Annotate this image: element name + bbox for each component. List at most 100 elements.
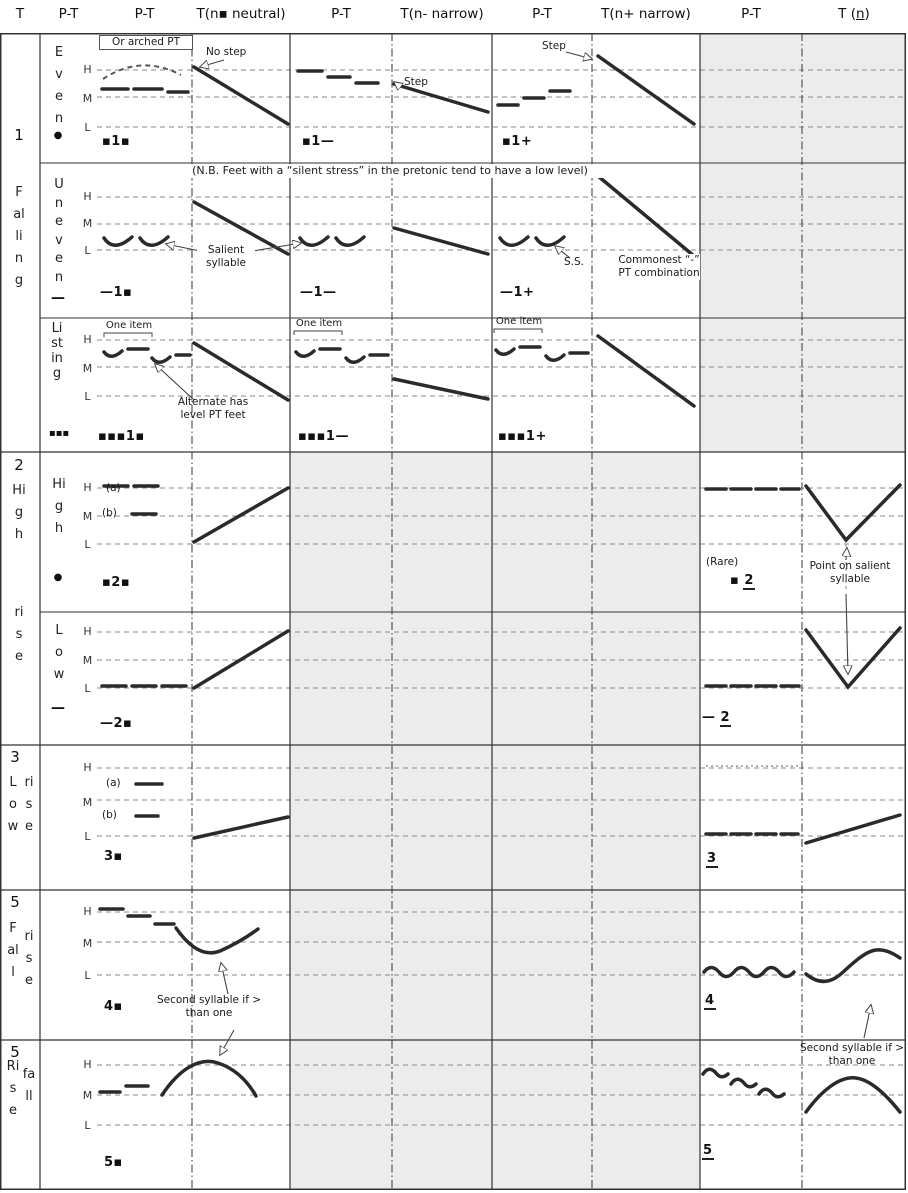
row5-number: 5 (10, 1043, 20, 1061)
axis-l: L (84, 969, 91, 982)
highrise-low-tonic-final (804, 626, 902, 690)
point-arrow-down (846, 593, 848, 674)
listing-tonic-narrow-minus (392, 377, 490, 401)
notation-lowrise-final: 3 (706, 851, 718, 868)
notation-uneven-plus: —1+ (500, 285, 535, 300)
highrise-high-tonic (192, 486, 290, 544)
subrow-listing-label: Listing (51, 321, 63, 381)
row2-name-b: rise (14, 605, 24, 664)
subrow-even-label: Even (54, 45, 64, 126)
even-pretonic-neutral (100, 87, 190, 94)
step-up-arrow (565, 51, 592, 59)
second-syllable-arrow-up-right (863, 1005, 871, 1039)
axis-l: L (84, 538, 91, 551)
notation-low-final: —2 (702, 710, 732, 727)
notation-risefall-final: 5 (702, 1143, 714, 1160)
header-pt-5: P-T (741, 6, 761, 22)
annotation-nb-note: (N.B. Feet with a “silent stress” in the… (100, 164, 680, 178)
annotation-b-lowrise: (b) (102, 809, 117, 821)
annotation-step-down: Step (404, 76, 428, 88)
axis-risefall: H M L (80, 1058, 95, 1132)
axis-even: H M L (80, 63, 95, 134)
row2-number: 2 (14, 456, 24, 474)
highrise-high-tonic-final (804, 483, 902, 543)
header-t-neutral: T(n▪ neutral) (196, 6, 286, 22)
annotation-a-highrise: (a) (106, 482, 121, 494)
subrow-high-symbol: ● (53, 572, 63, 583)
annotation-one-item-1: One item (105, 320, 153, 331)
axis-l: L (84, 390, 91, 403)
header-t-n-post: ) (864, 6, 870, 22)
axis-h: H (83, 63, 92, 76)
axis-h: H (83, 1058, 92, 1071)
axis-h: H (83, 481, 92, 494)
notation-number: 2 (743, 573, 755, 590)
axis-m: M (82, 795, 93, 809)
axis-fallrise: H M L (80, 905, 95, 982)
axis-m: M (82, 1088, 93, 1102)
arched-pt-curve (102, 64, 182, 80)
ss-arrow (555, 246, 571, 259)
row2-name-a: High (12, 483, 26, 542)
second-syllable-arrow-down-left (220, 1029, 235, 1055)
axis-l: L (84, 682, 91, 695)
annotation-a-lowrise: (a) (106, 777, 121, 789)
risefall-tonic-final (804, 1076, 902, 1114)
annotation-b-highrise: (b) (102, 507, 117, 519)
header-pt-2: P-T (134, 6, 155, 22)
one-item-brackets (103, 328, 543, 337)
fallrise-tonic (174, 926, 260, 955)
axis-h: H (83, 905, 92, 918)
header-t-narrow-plus: T(n+ narrow) (601, 6, 691, 22)
annotation-commonest: Commonest “-” PT combination (618, 254, 700, 281)
subrow-uneven-symbol: — (51, 290, 65, 306)
notation-high-final: ▪ 2 (730, 573, 755, 590)
axis-lowrise: H M L (80, 761, 95, 843)
row1-number: 1 (14, 126, 24, 144)
notation-even-plus: ▪1+ (502, 134, 533, 149)
annotation-one-item-3: One item (495, 316, 543, 327)
notation-uneven-minus: —1— (300, 285, 337, 300)
annotation-or-arched-pt: Or arched PT (99, 35, 193, 51)
row4-name-b: rise (24, 929, 34, 988)
annotation-ss: S.S. (564, 256, 585, 268)
header-pt-1: P-T (58, 6, 79, 22)
second-syllable-arrow-up-left (221, 963, 229, 995)
notation-number: 5 (702, 1143, 714, 1160)
listing-tonic-narrow-plus (596, 334, 696, 408)
notation-number: 3 (706, 851, 718, 868)
header-t-n-pre: T ( (838, 6, 856, 22)
alternate-arrow (155, 364, 195, 401)
uneven-tonic-narrow-minus (392, 226, 490, 256)
axis-m: M (82, 653, 93, 667)
table-grid (0, 33, 906, 1190)
lowrise-tonic (192, 815, 290, 840)
annotation-point-on-salient: Point on salient syllable (809, 560, 891, 586)
axis-low: H M L (80, 625, 95, 695)
even-tonic-narrow-plus (596, 54, 696, 126)
point-arrow-up (846, 548, 847, 561)
subrow-high-label: High (52, 477, 66, 536)
axis-m: M (82, 361, 93, 375)
header-t-n: T (n) (802, 6, 906, 22)
lowrise-pretonic (134, 782, 164, 818)
notation-number: 4 (704, 993, 716, 1010)
uneven-pretonic-narrow-minus (298, 235, 366, 247)
notation-low-neutral: —2▪ (100, 716, 133, 731)
notation-prefix: ▪ (730, 573, 740, 588)
axis-listing: H M L (80, 333, 95, 403)
notation-fallrise-final: 4 (704, 993, 716, 1010)
risefall-pretonic-final (701, 1067, 786, 1099)
fallrise-tonic-final (804, 948, 902, 984)
notation-even-neutral: ▪1▪ (102, 134, 131, 149)
notation-high-neutral: ▪2▪ (102, 575, 131, 590)
axis-h: H (83, 190, 92, 203)
even-pretonic-narrow-minus (296, 69, 380, 85)
axis-l: L (84, 244, 91, 257)
axis-m: M (82, 937, 93, 950)
axis-m: M (82, 509, 93, 523)
uneven-pretonic-neutral (102, 235, 170, 247)
uneven-tonic-narrow-plus (596, 174, 696, 258)
row3-number: 3 (10, 748, 20, 766)
